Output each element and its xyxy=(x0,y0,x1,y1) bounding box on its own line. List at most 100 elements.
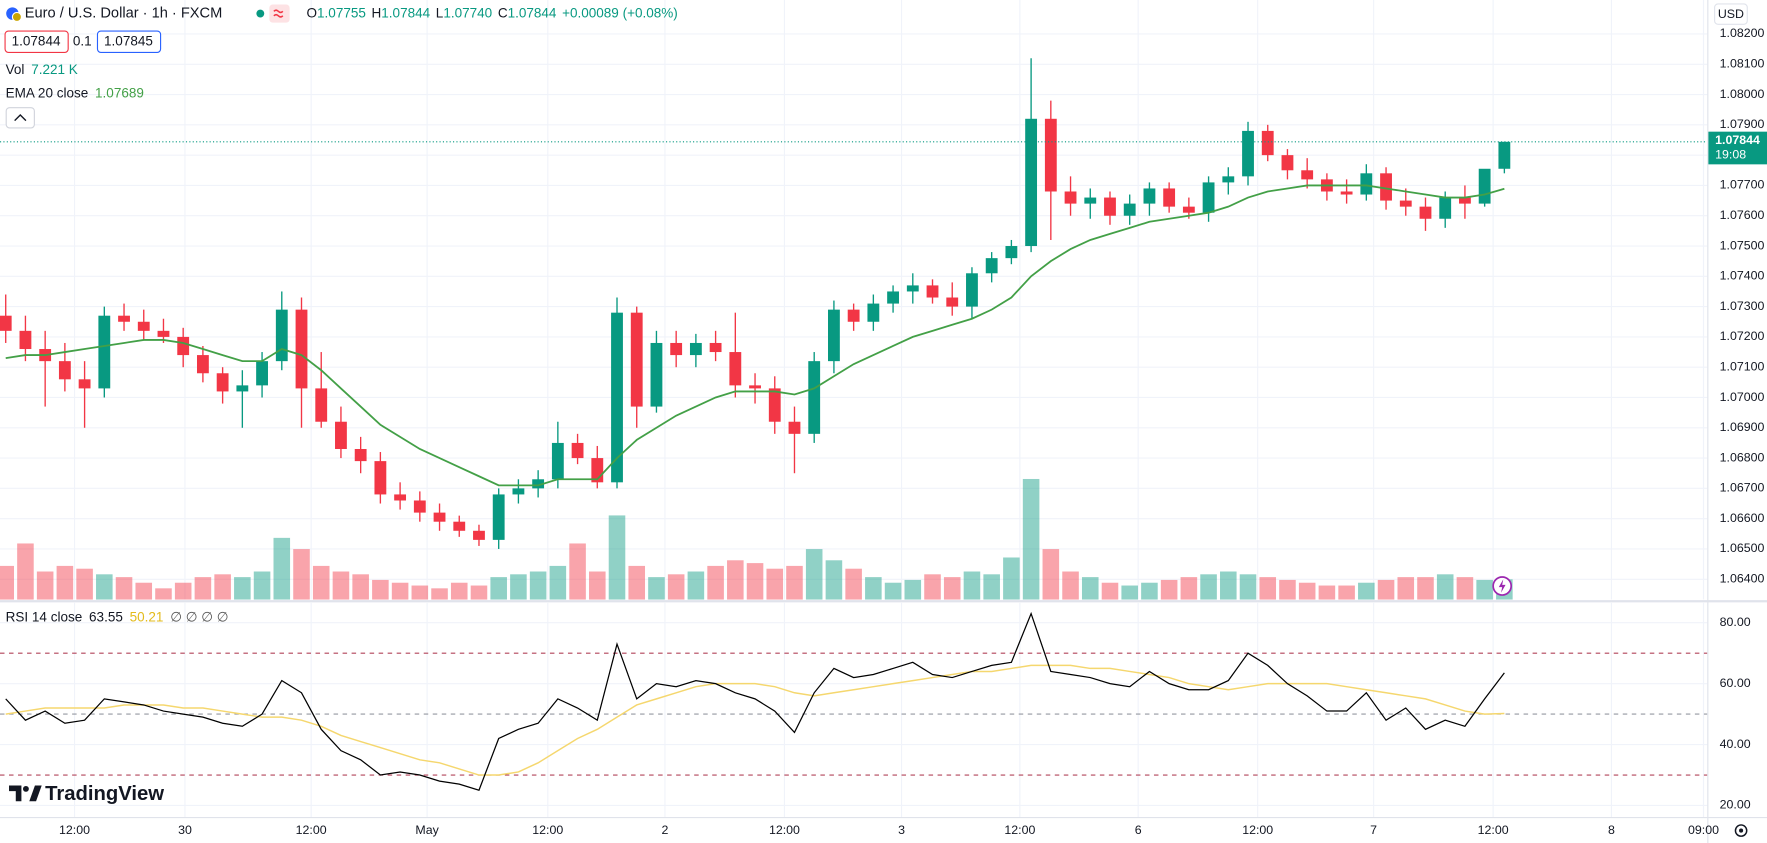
volume-bar xyxy=(312,565,330,600)
x-tick-label: 12:00 xyxy=(296,823,327,837)
rsi-value: 63.55 xyxy=(89,609,123,624)
countdown: 19:08 xyxy=(1715,148,1746,162)
ohlc-label: O xyxy=(307,5,318,20)
candle-body xyxy=(315,388,328,422)
candle-body xyxy=(906,285,919,292)
volume-bar xyxy=(0,565,15,600)
volume-bar xyxy=(825,560,843,600)
candle-body xyxy=(689,342,702,356)
settings-button[interactable] xyxy=(1734,824,1748,837)
delay-badge xyxy=(269,4,290,23)
candle-body xyxy=(551,442,564,480)
volume-bar xyxy=(805,549,823,600)
volume-legend: Vol 7.221 K xyxy=(6,61,78,76)
volume-bar xyxy=(1476,579,1493,600)
candle-body xyxy=(157,330,170,337)
candle-body xyxy=(611,312,623,483)
ohlc-values: O1.07755 H1.07844 L1.07740 C1.07844 +0.00089… xyxy=(307,5,678,20)
volume-bar xyxy=(411,585,429,600)
volume-bar xyxy=(1101,582,1119,600)
candle-body xyxy=(78,379,91,389)
candle-body xyxy=(335,421,347,449)
ema-value: 1.07689 xyxy=(95,85,144,100)
candle-body xyxy=(828,309,840,362)
volume-bar xyxy=(1318,585,1336,600)
candle-body xyxy=(19,330,32,350)
volume-bar xyxy=(56,565,74,600)
volume-bar xyxy=(293,549,310,600)
candle-body xyxy=(433,512,446,522)
candle-body xyxy=(926,285,939,298)
volume-bar xyxy=(1456,577,1474,600)
volume-value: 7.221 K xyxy=(31,61,78,76)
y-tick-label: 20.00 xyxy=(1720,798,1751,812)
series-layer xyxy=(0,58,1708,792)
logo-mark xyxy=(22,785,29,792)
candle-body xyxy=(58,361,71,380)
collapse-icon xyxy=(14,114,27,122)
y-tick-label: 1.07500 xyxy=(1720,238,1765,252)
candle-body xyxy=(1498,141,1511,169)
volume-bar xyxy=(1358,582,1375,600)
ask-price[interactable]: 1.07845 xyxy=(104,33,153,48)
delay-icon xyxy=(273,9,284,18)
y-tick-label: 1.07300 xyxy=(1720,299,1765,313)
candle-body xyxy=(591,458,604,483)
logo-mark xyxy=(29,785,42,802)
x-tick-label: 12:00 xyxy=(1478,823,1509,837)
candle-body xyxy=(1399,200,1412,207)
volume-bar xyxy=(727,560,744,600)
candle-body xyxy=(532,479,545,489)
candle-body xyxy=(196,355,209,374)
currency[interactable]: USD xyxy=(1718,7,1744,21)
candle-body xyxy=(1202,182,1215,213)
candle-body xyxy=(0,315,12,331)
candle-body xyxy=(1281,155,1294,171)
settings-icon xyxy=(1739,828,1744,833)
ohlc-label: H xyxy=(372,5,382,20)
currency-button[interactable] xyxy=(1714,3,1748,25)
y-tick-label: 40.00 xyxy=(1720,737,1751,751)
volume-bar xyxy=(1220,571,1237,600)
legend: Euro / U.S. Dollar · 1h · FXCM O1.07755 H… xyxy=(4,4,678,129)
last-price-label: 1.07844 xyxy=(1715,133,1760,147)
candle-body xyxy=(1459,197,1471,204)
volume-bar xyxy=(1377,579,1395,600)
candle-body xyxy=(867,303,880,322)
sell-button[interactable] xyxy=(4,30,69,53)
logo-mark xyxy=(9,785,22,802)
volume-bar xyxy=(1417,577,1434,600)
candle-body xyxy=(512,488,525,495)
candle-body xyxy=(630,312,643,407)
y-tick-label: 1.06400 xyxy=(1720,572,1765,586)
collapse-button[interactable] xyxy=(5,107,35,129)
y-tick-label: 1.06500 xyxy=(1720,541,1765,555)
y-tick-label: 1.06800 xyxy=(1720,450,1765,464)
candle-body xyxy=(749,385,761,389)
candle-body xyxy=(275,309,288,362)
volume-bar xyxy=(96,574,113,600)
volume-bar xyxy=(1022,478,1040,600)
volume-bar xyxy=(943,577,961,600)
y-tick-label: 1.07200 xyxy=(1720,329,1765,343)
volume-bar xyxy=(1081,577,1099,600)
volume-bar xyxy=(628,565,646,600)
logo-text: TradingView xyxy=(45,783,164,805)
volume-bar xyxy=(431,588,448,600)
rsi-extra: ∅ ∅ ∅ ∅ xyxy=(170,609,228,624)
flag-icon xyxy=(11,11,22,23)
buy-button[interactable] xyxy=(96,30,162,53)
volume-label: Vol xyxy=(6,61,25,76)
y-tick-label: 80.00 xyxy=(1720,615,1751,629)
volume-bar xyxy=(648,577,665,600)
candle-body xyxy=(709,342,722,353)
candle-body xyxy=(670,342,683,356)
ohlc-value: 1.07740 xyxy=(443,5,492,20)
bid-price[interactable]: 1.07844 xyxy=(12,33,61,48)
candle-body xyxy=(98,315,111,389)
volume-bar xyxy=(36,571,54,600)
candle-body xyxy=(1064,191,1077,204)
